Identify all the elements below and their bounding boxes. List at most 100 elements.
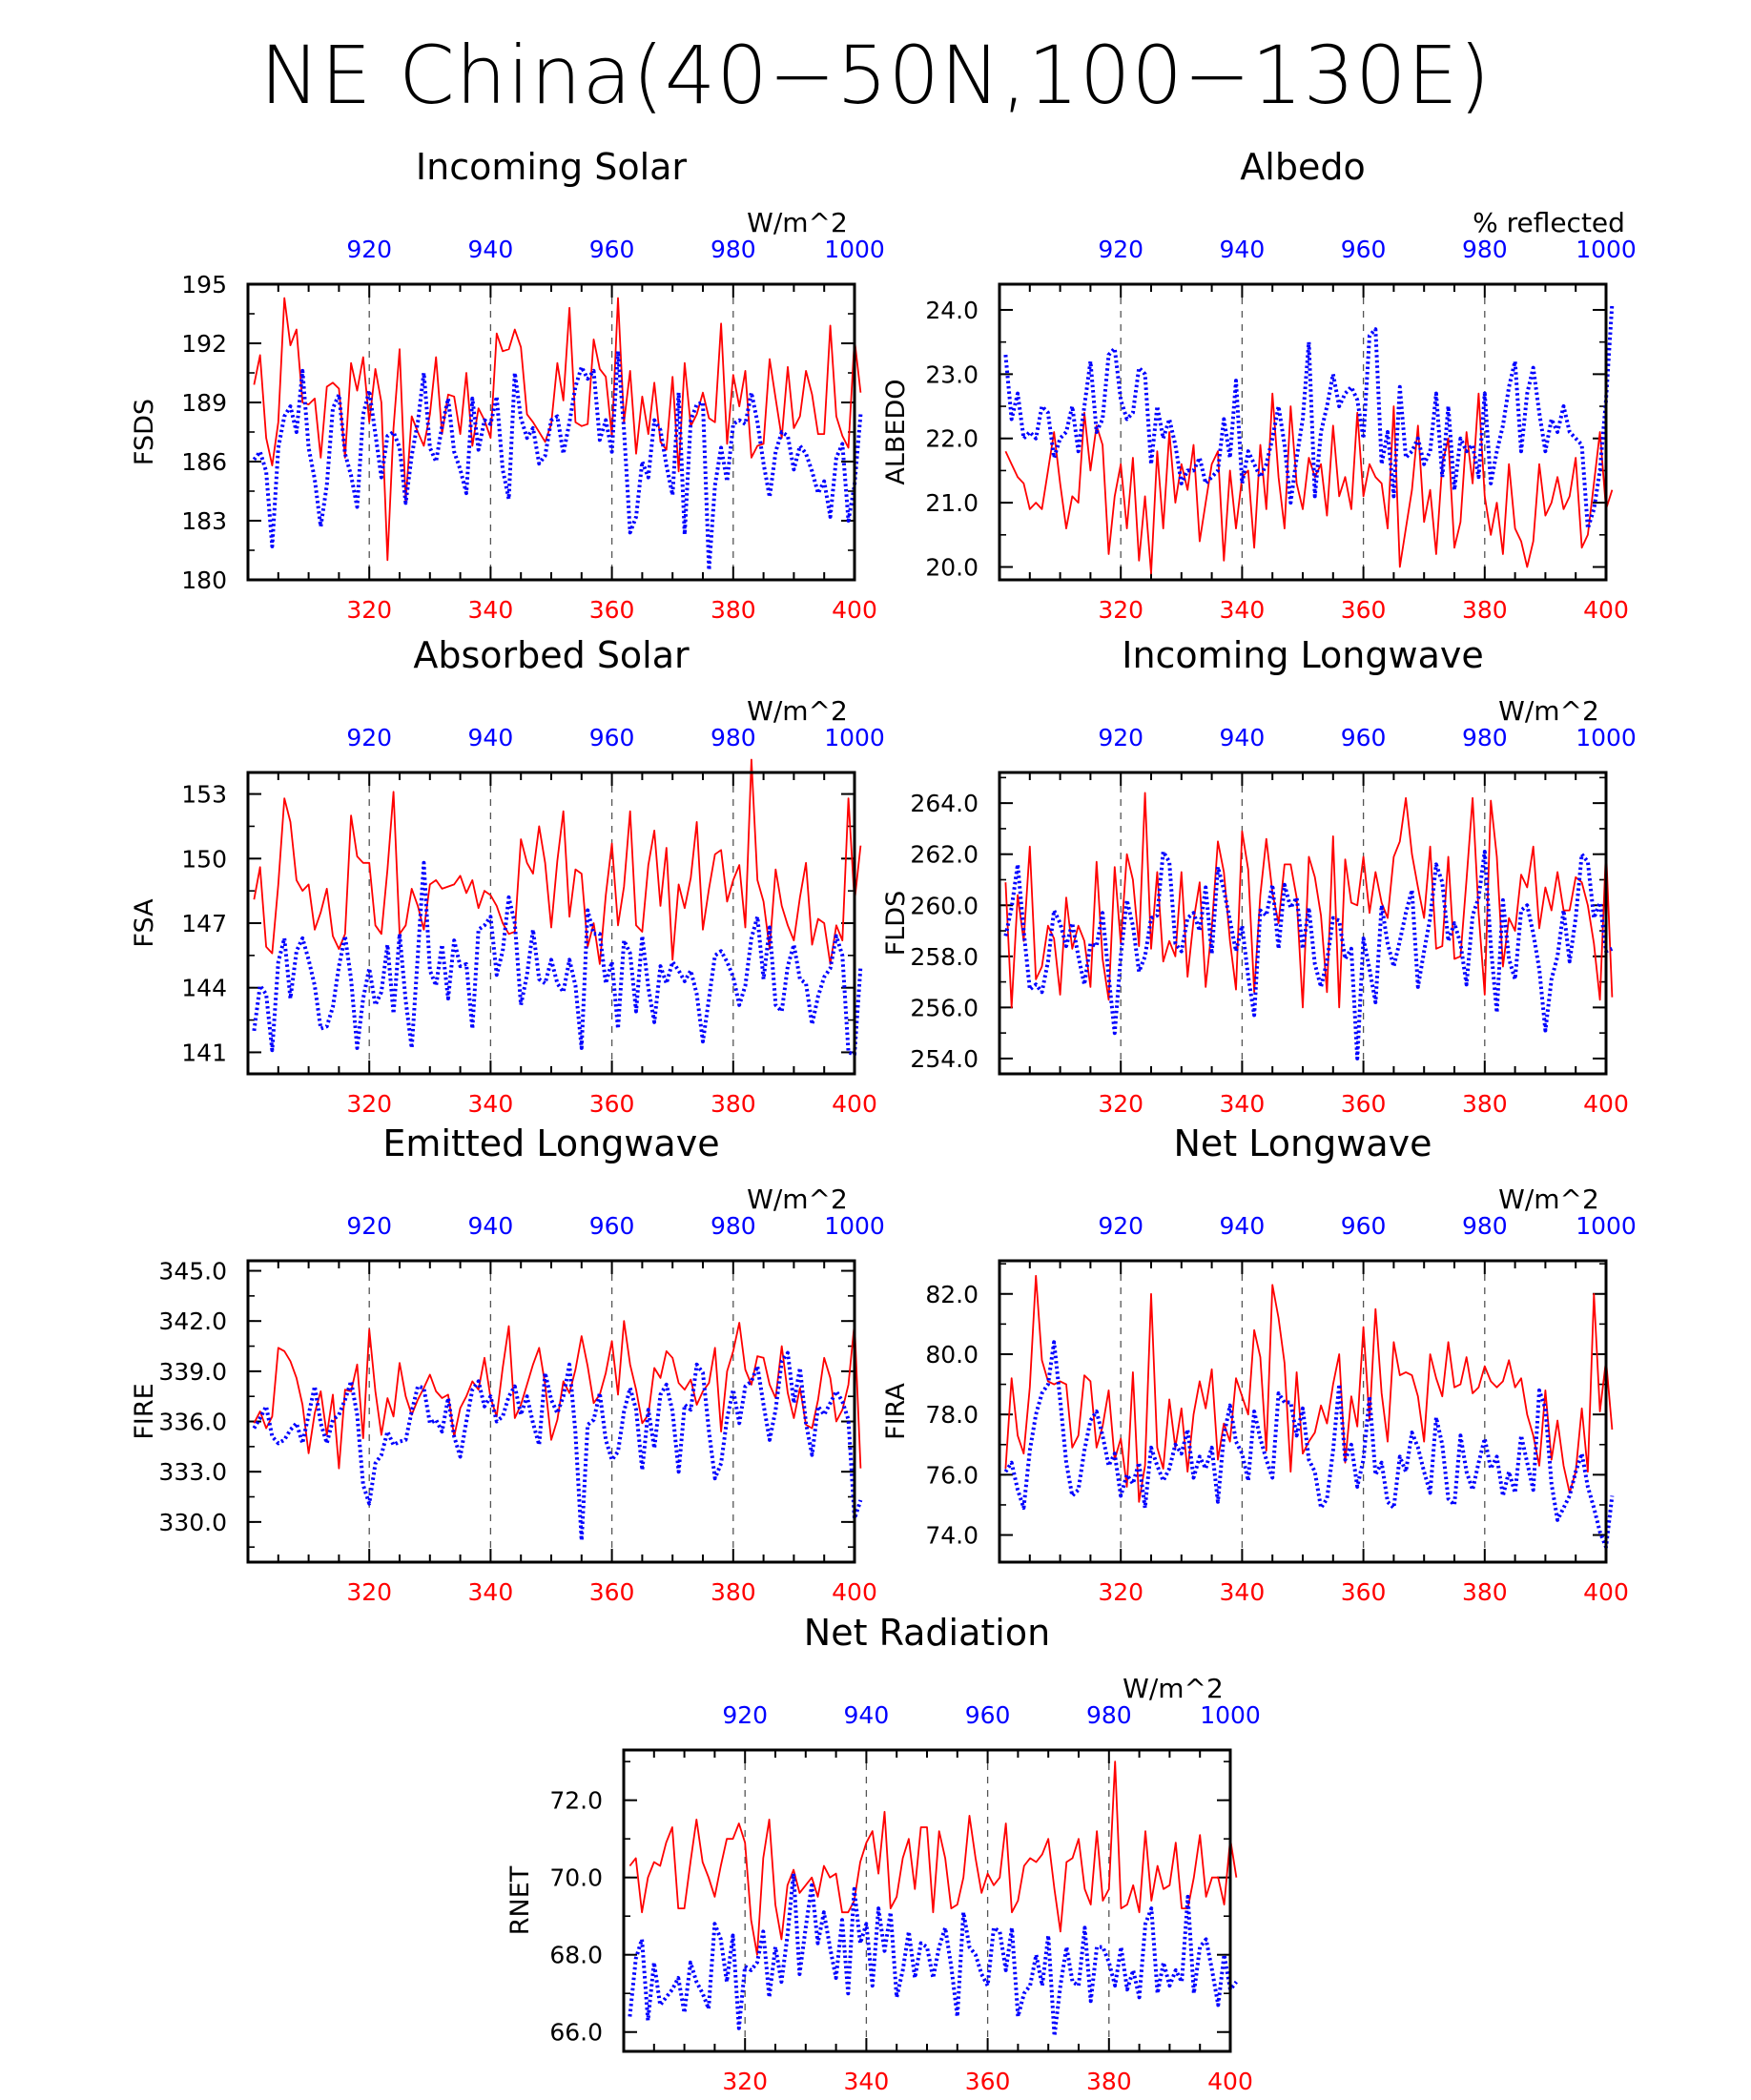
fire-panel: Emitted Longwave W/m^2 FIRE 330.0 333.0 336.0… — [130, 1122, 885, 1606]
rnet-xtick-label-bottom: 400 — [1207, 2068, 1253, 2095]
flds-xtick-label-bottom: 360 — [1341, 1090, 1387, 1118]
fsds-xtick-label-bottom: 400 — [832, 596, 877, 624]
flds-title: Incoming Longwave — [1122, 634, 1483, 676]
fsa-xtick-label-bottom: 320 — [346, 1090, 392, 1118]
albedo-ytick-label: 24.0 — [925, 297, 978, 324]
fire-xtick-label-top: 1000 — [824, 1212, 885, 1240]
fire-ytick-label: 339.0 — [158, 1358, 227, 1386]
albedo-title: Albedo — [1240, 146, 1365, 188]
fsds-series-blue-dotted-line — [252, 349, 863, 572]
flds-xtick-label-top: 940 — [1220, 724, 1266, 751]
albedo-xtick-label-top: 1000 — [1576, 236, 1637, 263]
rnet-ytick-label: 68.0 — [549, 1942, 603, 1969]
fire-unit-label: W/m^2 — [747, 1184, 848, 1215]
flds-xtick-label-bottom: 400 — [1583, 1090, 1629, 1118]
fire-xtick-label-bottom: 400 — [832, 1578, 877, 1606]
albedo-xtick-label-top: 920 — [1098, 236, 1143, 263]
flds-xtick-label-top: 1000 — [1576, 724, 1637, 751]
fira-ytick-label: 76.0 — [925, 1461, 978, 1489]
rnet-xtick-label-top: 980 — [1086, 1701, 1132, 1729]
fira-xtick-label-top: 960 — [1341, 1212, 1387, 1240]
fsds-xtick-label-bottom: 360 — [589, 596, 635, 624]
fsa-ytick-label: 153 — [181, 781, 227, 809]
fsds-xtick-label-top: 1000 — [824, 236, 885, 263]
fsa-xtick-label-top: 940 — [468, 724, 514, 751]
fsa-xtick-label-bottom: 360 — [589, 1090, 635, 1118]
rnet-series-blue-dotted-line — [628, 1871, 1238, 2038]
fsa-series-blue-dotted-line — [252, 860, 863, 1057]
fsds-xtick-label-bottom: 340 — [468, 596, 514, 624]
fire-xtick-label-bottom: 320 — [346, 1578, 392, 1606]
rnet-xtick-label-top: 940 — [844, 1701, 890, 1729]
flds-xtick-label-bottom: 340 — [1220, 1090, 1266, 1118]
fsds-ytick-label: 192 — [181, 330, 227, 358]
fsa-xtick-label-bottom: 400 — [832, 1090, 877, 1118]
fira-xtick-label-top: 940 — [1220, 1212, 1266, 1240]
albedo-xtick-label-top: 980 — [1462, 236, 1508, 263]
flds-xtick-label-top: 960 — [1341, 724, 1387, 751]
rnet-xtick-label-bottom: 320 — [722, 2068, 768, 2095]
fsds-series-red-line — [253, 297, 862, 562]
fira-xtick-label-top: 920 — [1098, 1212, 1143, 1240]
fsa-ytick-label: 144 — [181, 975, 227, 1002]
fire-ytick-label: 342.0 — [158, 1307, 227, 1335]
rnet-panel: Net Radiation W/m^2 RNET 66.0 68.0 70.0 72.0 32… — [505, 1612, 1261, 2095]
rnet-series-red-line — [628, 1760, 1238, 1956]
rnet-ytick-label: 66.0 — [549, 2019, 603, 2047]
albedo-xtick-label-bottom: 320 — [1098, 596, 1143, 624]
fira-ytick-label: 82.0 — [925, 1281, 978, 1308]
fira-ytick-label: 80.0 — [925, 1341, 978, 1369]
flds-series-red-line — [1004, 792, 1614, 1009]
fira-unit-label: W/m^2 — [1498, 1184, 1599, 1215]
albedo-xtick-label-bottom: 340 — [1220, 596, 1266, 624]
rnet-xtick-label-top: 1000 — [1200, 1701, 1261, 1729]
albedo-series-red-line — [1004, 392, 1614, 575]
fsa-series-red-line — [253, 758, 862, 965]
fsa-xtick-label-top: 960 — [589, 724, 635, 751]
fsa-unit-label: W/m^2 — [747, 695, 848, 727]
fsds-ytick-label: 189 — [181, 389, 227, 417]
fira-ytick-label: 74.0 — [925, 1522, 978, 1550]
albedo-ytick-label: 21.0 — [925, 489, 978, 517]
fire-xtick-label-top: 980 — [711, 1212, 756, 1240]
fire-xtick-label-top: 960 — [589, 1212, 635, 1240]
albedo-ytick-label: 23.0 — [925, 360, 978, 388]
flds-xtick-label-bottom: 320 — [1098, 1090, 1143, 1118]
albedo-panel: Albedo % reflected ALBEDO 20.0 21.0 22.0 23.0 2… — [881, 146, 1637, 624]
fira-xtick-label-top: 1000 — [1576, 1212, 1637, 1240]
rnet-ytick-label: 70.0 — [549, 1864, 603, 1892]
albedo-ytick-label: 22.0 — [925, 425, 978, 453]
fsds-xtick-label-top: 920 — [346, 236, 392, 263]
fsa-ytick-label: 150 — [181, 845, 227, 873]
rnet-xtick-label-top: 920 — [722, 1701, 768, 1729]
fsa-xtick-label-top: 980 — [711, 724, 756, 751]
rnet-title: Net Radiation — [804, 1612, 1050, 1654]
fsa-xtick-label-top: 920 — [346, 724, 392, 751]
rnet-unit-label: W/m^2 — [1123, 1673, 1224, 1704]
fira-series-blue-dotted-line — [1003, 1340, 1615, 1550]
fsds-ytick-label: 180 — [181, 566, 227, 594]
albedo-xtick-label-top: 940 — [1220, 236, 1266, 263]
fire-plot-frame — [246, 1259, 856, 1564]
fire-ylabel: FIRE — [130, 1383, 159, 1439]
rnet-ytick-label: 72.0 — [549, 1787, 603, 1815]
fire-xtick-label-bottom: 380 — [711, 1578, 756, 1606]
fsds-unit-label: W/m^2 — [747, 207, 848, 238]
flds-series-blue-dotted-line — [1003, 850, 1614, 1060]
fsds-ylabel: FSDS — [130, 399, 159, 465]
fsds-ytick-label: 186 — [181, 448, 227, 476]
rnet-xtick-label-bottom: 340 — [844, 2068, 890, 2095]
fsds-plot-frame — [246, 282, 856, 582]
fire-xtick-label-bottom: 340 — [468, 1578, 514, 1606]
albedo-series-blue-dotted-line — [1003, 303, 1615, 531]
fira-panel: Net Longwave W/m^2 FIRA 74.0 76.0 78.0 80.0 82.… — [881, 1122, 1637, 1606]
fire-xtick-label-top: 940 — [468, 1212, 514, 1240]
fire-ytick-label: 336.0 — [158, 1409, 227, 1436]
fira-ylabel: FIRA — [881, 1383, 911, 1440]
flds-ytick-label: 264.0 — [910, 790, 978, 817]
flds-ytick-label: 254.0 — [910, 1045, 978, 1073]
fire-series-blue-dotted-line — [252, 1350, 863, 1543]
fira-title: Net Longwave — [1174, 1122, 1432, 1164]
fsa-xtick-label-bottom: 340 — [468, 1090, 514, 1118]
